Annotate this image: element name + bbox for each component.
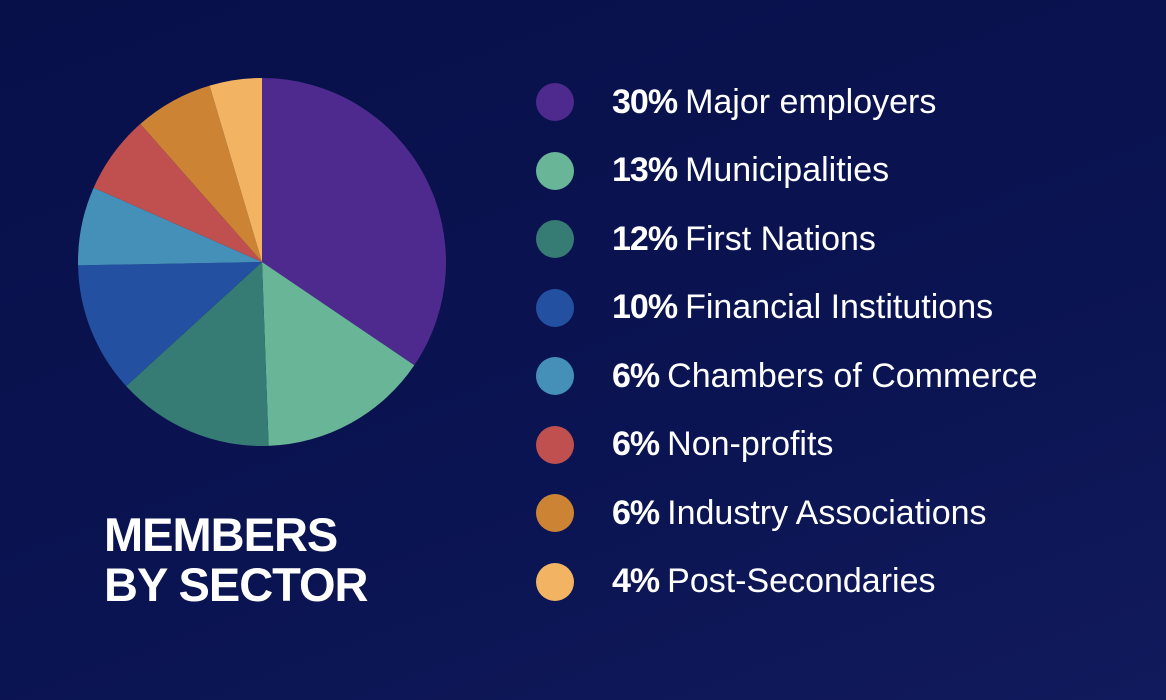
legend-item: 6% Chambers of Commerce [536,342,1037,411]
legend-item: 4% Post-Secondaries [536,548,1037,617]
legend-label: Chambers of Commerce [667,356,1038,395]
pie-chart [78,78,446,446]
legend-label: Major employers [685,82,937,121]
value-label: 6% [612,493,660,532]
value-label: 6% [612,425,660,464]
value-label: 6% [612,356,660,395]
legend-item: 30% Major employers [536,68,1037,137]
pie-slice [93,123,262,262]
legend-swatch [536,425,574,464]
pie-slice [262,262,415,446]
value-label: 30% [612,82,678,121]
legend-swatch [536,494,574,533]
legend-swatch [536,357,574,396]
legend-label: Financial Institutions [685,288,994,327]
legend-swatch [536,151,574,190]
legend-swatch [536,562,574,601]
value-label: 12% [612,219,678,258]
legend-label: Industry Associations [667,493,987,532]
legend-item: 6% Non-profits [536,411,1037,480]
value-label: 4% [612,562,660,601]
legend: 30% Major employers 13% Municipalities 12% Fi… [536,68,1037,616]
pie-slice [140,85,262,262]
legend-label: Non-profits [667,425,834,464]
value-label: 10% [612,288,678,327]
legend-label: Municipalities [685,151,890,190]
pie-slice [209,78,262,262]
pie-slice [262,78,446,366]
legend-label: Post-Secondaries [667,562,936,601]
pie-slice [78,187,262,266]
legend-label: First Nations [685,219,876,258]
legend-item: 6% Industry Associations [536,479,1037,548]
legend-item: 10% Financial Institutions [536,274,1037,343]
legend-swatch [536,288,574,327]
legend-swatch [536,83,574,122]
chart-title: MEMBERS BY SECTOR [104,508,369,611]
value-label: 13% [612,151,678,190]
legend-item: 13% Municipalities [536,137,1037,206]
pie-slice [78,262,262,387]
legend-item: 12% First Nations [536,205,1037,274]
legend-swatch [536,220,574,259]
pie-slice [126,262,269,446]
